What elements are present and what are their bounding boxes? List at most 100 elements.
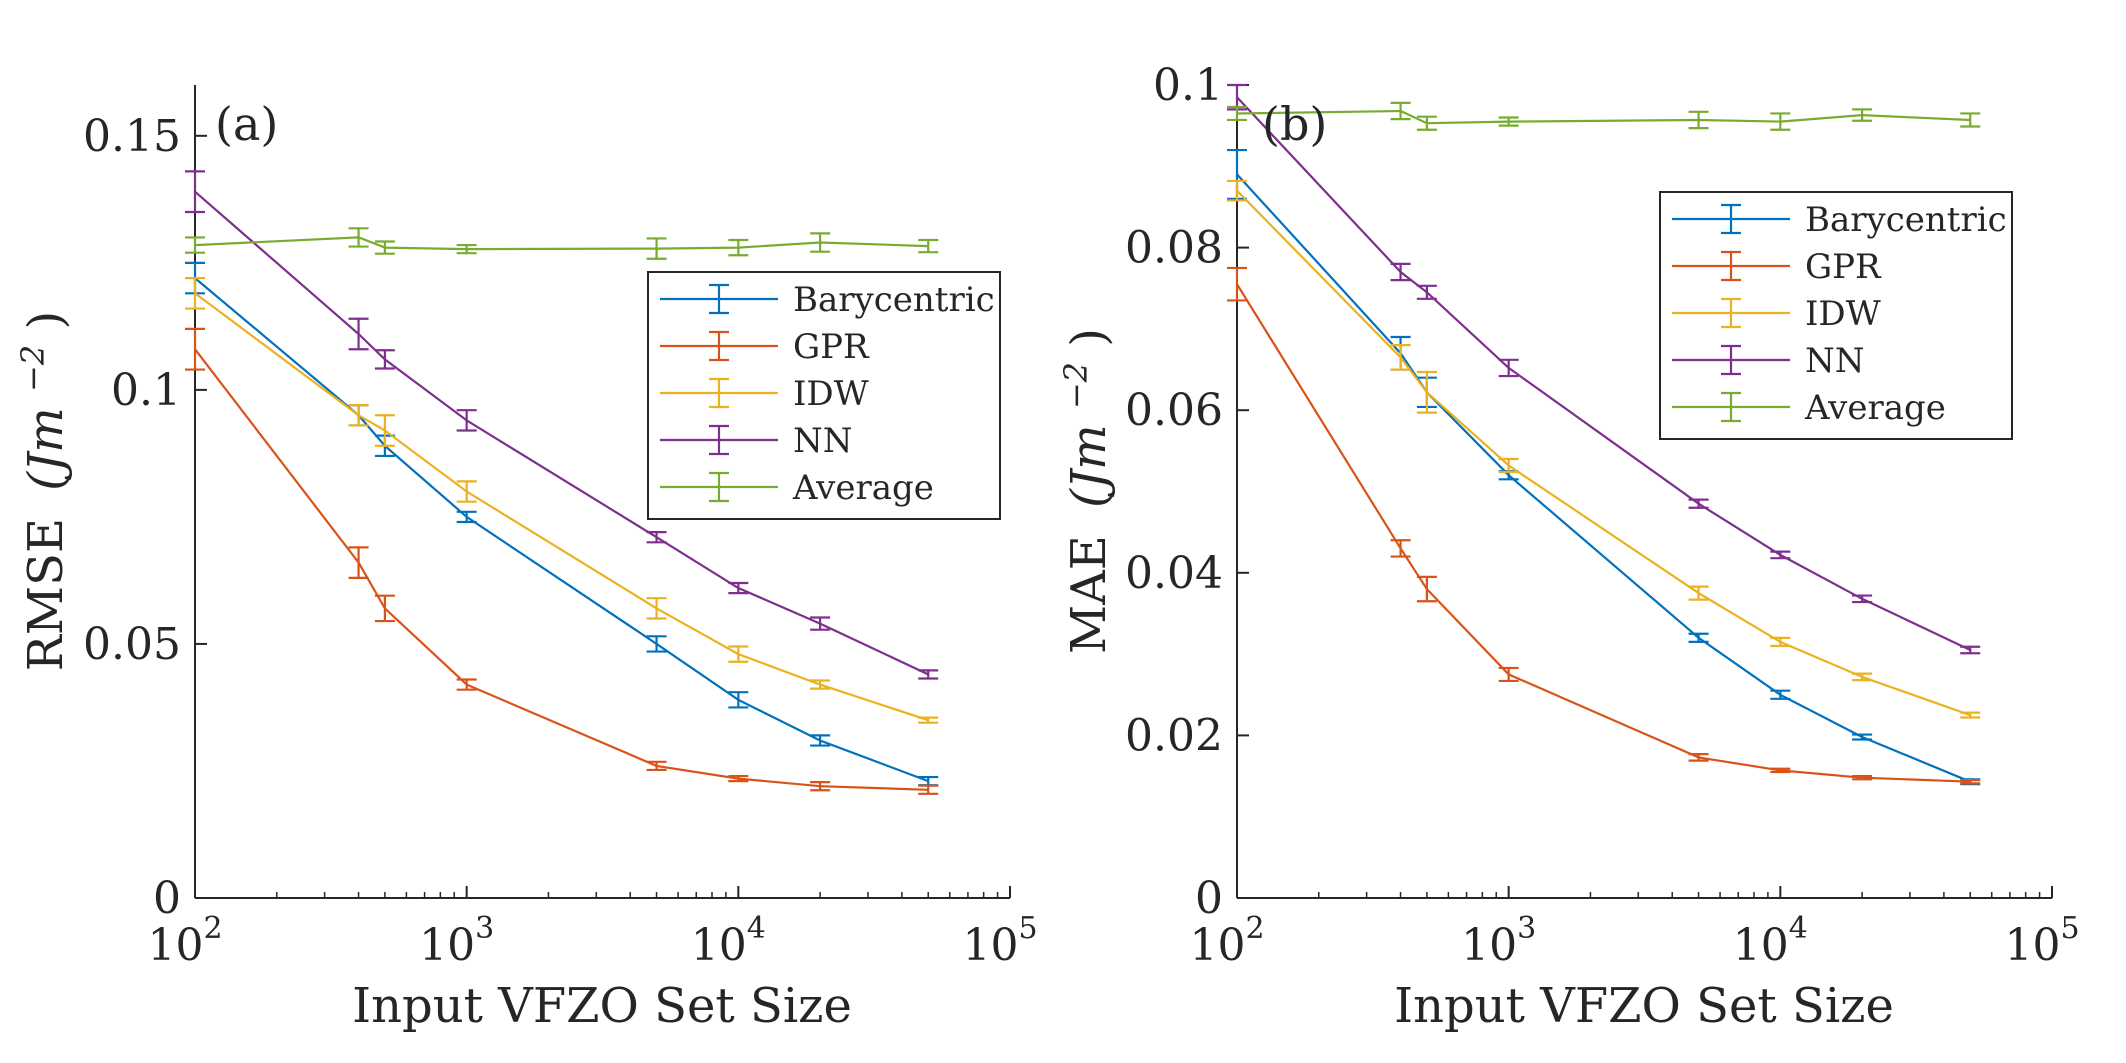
b-gpr-point [1390, 539, 1411, 558]
a-y-tick-label: 0 [153, 873, 181, 924]
panel-a-x-axis-title: Input VFZO Set Size [352, 978, 852, 1034]
b-x-tick-exp: 2 [1245, 911, 1264, 946]
b-idw-point [1960, 711, 1981, 719]
a-average-point [348, 227, 369, 248]
panel-b-series [1227, 83, 1981, 786]
a-idw-point [810, 679, 831, 690]
b-barycentric-point [1688, 632, 1709, 644]
a-idw-point [728, 645, 749, 663]
panel-b-y-axis-title-exp: −2 [1057, 362, 1095, 409]
a-idw-point [456, 480, 477, 503]
a-x-tick-base: 10 [962, 920, 1018, 971]
b-x-tick-label: 102 [1189, 911, 1264, 971]
b-x-tick-base: 10 [1189, 920, 1245, 971]
b-y-tick-label: 0 [1195, 873, 1223, 924]
panel-b-legend: Barycentric GPR IDW NN Average [1659, 191, 2013, 440]
panel-a-x-ticks: 102 103 104 105 [147, 886, 1038, 971]
b-y-tick-label: 0.04 [1125, 548, 1223, 599]
a-x-tick-base: 10 [691, 920, 747, 971]
b-legend-item-idw: IDW [1672, 294, 1881, 334]
b-nn-point [1498, 358, 1519, 378]
a-y-tick-label: 0.15 [83, 111, 181, 162]
panel-b-y-axis-title: MAE (Jm −2 ) [1043, 328, 1117, 654]
a-x-tick-label: 103 [419, 911, 494, 971]
b-x-tick-label: 104 [1733, 911, 1808, 971]
a-y-tick-label: 0.1 [111, 365, 181, 416]
b-legend-label-idw: IDW [1805, 294, 1881, 334]
b-gpr-point [1688, 752, 1709, 762]
a-average-point [918, 238, 939, 254]
b-x-tick-exp: 4 [1789, 911, 1808, 946]
b-gpr-point [1770, 767, 1791, 774]
b-gpr-line [1236, 283, 1971, 783]
b-average-line [1236, 109, 1971, 125]
b-x-tick-base: 10 [1461, 920, 1517, 971]
b-idw-point [1852, 672, 1873, 682]
b-nn-line [1236, 96, 1971, 651]
panel-b-y-axis-title-close: ) [1061, 328, 1117, 347]
a-nn-point [646, 531, 667, 544]
b-average-point [1498, 116, 1519, 127]
a-idw-point [374, 414, 395, 447]
panel-b-x-ticks: 102 103 104 105 [1189, 886, 2080, 971]
a-legend-label-nn: NN [793, 421, 853, 461]
panel-b-y-axis-title-text: MAE [1061, 535, 1117, 654]
b-y-tick-label: 0.02 [1125, 710, 1223, 761]
b-gpr-point [1960, 779, 1981, 785]
b-gpr-point [1852, 774, 1873, 781]
panel-b-mae: 102 103 104 105 00.020.040.060.080.1 (b) In… [1043, 60, 2080, 1034]
b-average-point [1227, 105, 1247, 122]
panel-a-tag: (a) [215, 97, 278, 151]
b-barycentric-point [1852, 733, 1873, 741]
b-idw-point [1770, 636, 1791, 648]
b-y-tick-label: 0.06 [1125, 385, 1223, 436]
a-nn-point [185, 170, 205, 214]
a-gpr-point [185, 327, 205, 371]
b-barycentric-point [1770, 689, 1791, 700]
a-gpr-line [194, 348, 929, 791]
b-idw-point [1227, 179, 1247, 202]
a-x-tick-exp: 2 [203, 911, 222, 946]
a-gpr-point [918, 784, 939, 795]
panel-b-x-axis-title: Input VFZO Set Size [1394, 978, 1894, 1034]
a-idw-point [348, 404, 369, 427]
a-gpr-point [810, 781, 831, 792]
a-nn-point [918, 669, 939, 680]
b-x-tick-label: 103 [1461, 911, 1536, 971]
b-nn-point [1960, 645, 1981, 655]
panel-b-y-axis-title-unit: (Jm [1061, 424, 1117, 507]
b-y-tick-label: 0.08 [1125, 223, 1223, 274]
a-x-tick-label: 102 [147, 911, 222, 971]
panel-a-legend: Barycentric GPR IDW NN Average [647, 271, 1001, 520]
a-average-point [456, 243, 477, 255]
a-legend-label-gpr: GPR [793, 327, 870, 367]
a-gpr-point [348, 546, 369, 579]
b-gpr-point [1416, 575, 1437, 603]
a-nn-point [374, 349, 395, 370]
b-average-point [1416, 115, 1437, 131]
a-nn-line [194, 190, 929, 676]
a-idw-point [646, 597, 667, 620]
a-gpr-point [374, 594, 395, 623]
a-average-point [810, 232, 831, 253]
panel-a-series [185, 170, 939, 795]
b-legend-item-average: Average [1672, 388, 1946, 428]
panel-b-y-ticks: 0 0.02 0.04 0.06 0.08 0.1 [1125, 60, 1249, 924]
a-legend-item-nn: NN [660, 421, 853, 461]
a-x-tick-label: 104 [691, 911, 766, 971]
b-legend-label-nn: NN [1805, 341, 1865, 381]
a-average-point [646, 237, 667, 260]
b-legend-box [1659, 191, 2013, 440]
a-x-tick-base: 10 [419, 920, 475, 971]
a-gpr-point [646, 760, 667, 772]
a-barycentric-point [728, 691, 749, 709]
b-legend-item-gpr: GPR [1672, 247, 1882, 287]
b-idw-point [1688, 585, 1709, 601]
b-gpr-point [1498, 666, 1519, 683]
a-nn-point [810, 616, 831, 631]
b-average-point [1770, 112, 1791, 131]
b-legend-item-barycentric: Barycentric [1672, 200, 2007, 240]
a-x-tick-exp: 5 [1018, 911, 1037, 946]
a-x-tick-label: 105 [962, 911, 1037, 971]
